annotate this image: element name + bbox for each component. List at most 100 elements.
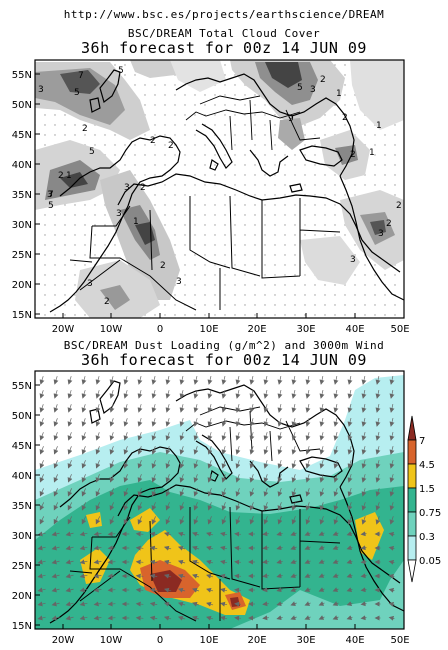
wind-arrow: [375, 502, 381, 511]
wind-arrow: [291, 376, 297, 385]
wind-arrow: [263, 460, 269, 469]
wind-arrow: [123, 516, 129, 525]
wind-arrow: [276, 531, 283, 537]
wind-arrow: [375, 376, 381, 385]
lon-label: 40E: [345, 635, 364, 646]
wind-arrow: [149, 601, 158, 607]
wind-arrow: [177, 615, 186, 621]
wind-arrow: [291, 502, 297, 511]
wind-arrow: [318, 573, 325, 578]
wind-arrow: [263, 474, 269, 483]
wind-arrow: [305, 488, 311, 497]
wind-arrow: [67, 516, 73, 525]
wind-arrow: [165, 390, 171, 399]
wind-arrow: [207, 474, 213, 483]
wind-arrow: [135, 615, 144, 621]
wind-arrow: [81, 502, 87, 511]
wind-arrow: [375, 432, 381, 441]
wind-arrow: [192, 531, 200, 537]
wind-arrow: [107, 601, 116, 607]
wind-arrow: [81, 516, 87, 525]
wind-arrow: [249, 376, 255, 385]
wind-arrow: [109, 418, 115, 427]
wind-arrow: [39, 418, 45, 427]
wind-arrow: [93, 601, 102, 607]
wind-arrow: [79, 573, 88, 579]
wind-arrow: [360, 545, 367, 551]
wind-arrow: [163, 601, 172, 607]
wind-arrow: [346, 559, 353, 564]
wind-arrow: [235, 446, 241, 455]
wind-arrow: [235, 404, 241, 413]
wind-arrow: [388, 531, 395, 537]
svg-text:3: 3: [350, 255, 356, 265]
wind-arrow: [53, 376, 59, 385]
svg-text:3: 3: [87, 279, 93, 289]
wind-arrow: [291, 418, 297, 427]
svg-text:1: 1: [66, 171, 72, 181]
wind-arrows: [37, 376, 395, 621]
wind-arrow: [95, 432, 101, 441]
wind-arrow: [249, 418, 255, 427]
wind-arrow: [109, 474, 115, 483]
lon-label: 30E: [296, 324, 315, 335]
wind-arrow: [346, 601, 353, 606]
wind-arrow: [81, 376, 87, 385]
colorbar-label: 0.3: [419, 532, 435, 543]
wind-arrow: [123, 432, 129, 441]
wind-arrow: [151, 390, 157, 399]
wind-arrow: [360, 559, 367, 565]
wind-arrow: [135, 573, 144, 579]
wind-arrow: [151, 432, 157, 441]
wind-arrow: [93, 545, 102, 551]
lon-label: 20E: [247, 324, 266, 335]
wind-arrow: [263, 488, 269, 497]
wind-arrow: [333, 432, 339, 441]
wind-arrow: [305, 502, 311, 511]
wind-arrow: [179, 502, 185, 511]
wind-arrow: [304, 601, 311, 606]
wind-arrow: [165, 460, 171, 469]
wind-arrow: [192, 559, 200, 565]
wind-arrow: [318, 531, 325, 536]
wind-arrow: [207, 432, 213, 441]
lat-label: 50N: [12, 100, 32, 111]
wind-arrow: [207, 502, 213, 511]
wind-arrow: [290, 559, 297, 564]
wind-arrow: [276, 573, 283, 579]
wind-arrow: [220, 573, 228, 579]
dust-fields: [35, 375, 404, 629]
wind-arrow: [163, 545, 172, 551]
lon-label: 20E: [247, 635, 266, 646]
wind-arrow: [319, 418, 325, 427]
wind-arrow: [319, 404, 325, 413]
wind-arrow: [333, 516, 339, 525]
wind-arrow: [375, 446, 381, 455]
wind-arrow: [249, 446, 255, 455]
wind-arrow: [305, 376, 311, 385]
wind-arrow: [93, 587, 102, 593]
wind-arrow: [249, 516, 255, 525]
wind-arrow: [179, 488, 185, 497]
wind-arrow: [290, 573, 297, 578]
wind-arrow: [163, 573, 172, 579]
wind-arrow: [291, 474, 297, 483]
wind-arrow: [79, 559, 88, 565]
wind-arrow: [234, 587, 241, 593]
wind-arrow: [179, 432, 185, 441]
wind-arrow: [107, 531, 116, 537]
wind-arrow: [375, 474, 381, 483]
wind-arrow: [277, 404, 283, 413]
wind-arrow: [277, 446, 283, 455]
wind-arrow: [151, 502, 157, 511]
wind-arrow: [290, 601, 297, 606]
wind-arrow: [332, 545, 339, 550]
lon-label: 10W: [100, 324, 123, 335]
wind-arrow: [277, 460, 283, 469]
wind-arrow: [333, 474, 339, 483]
wind-arrow: [235, 376, 241, 385]
wind-arrow: [347, 418, 353, 427]
wind-arrow: [53, 404, 59, 413]
colorbar-label: 7: [419, 436, 425, 447]
wind-arrow: [262, 601, 269, 607]
